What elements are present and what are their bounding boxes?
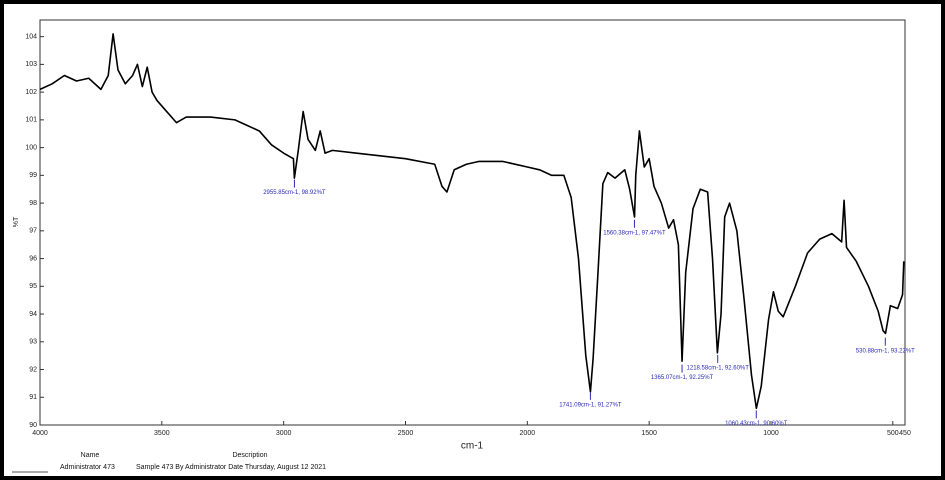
x-tick-label: 500 <box>887 430 899 437</box>
y-axis-label: %T <box>13 216 20 227</box>
x-tick-label: 3000 <box>276 430 292 437</box>
footer-name: Administrator 473 <box>60 464 115 471</box>
plot-area <box>39 19 906 426</box>
footer-description: Sample 473 By Administrator Date Thursda… <box>136 464 326 471</box>
y-tick-label: 91 <box>29 394 37 401</box>
footer-description-header: Description <box>232 452 267 459</box>
y-tick-label: 97 <box>29 228 37 235</box>
y-tick-label: 92 <box>29 366 37 373</box>
y-tick-label: 104 <box>25 33 37 40</box>
footer-name-header: Name <box>81 452 100 459</box>
x-tick-label: 4000 <box>32 430 48 437</box>
y-tick-label: 102 <box>25 89 37 96</box>
y-tick-label: 90 <box>29 422 37 429</box>
peak-label: 1741.09cm-1, 91.27%T <box>559 402 622 408</box>
x-tick-label: 2500 <box>398 430 414 437</box>
x-tick-label: 1000 <box>763 430 779 437</box>
y-tick-label: 98 <box>29 200 37 207</box>
y-tick-label: 96 <box>29 255 37 262</box>
y-tick-label: 94 <box>29 311 37 318</box>
peak-label: 2955.85cm-1, 98.92%T <box>263 190 326 196</box>
y-tick-label: 93 <box>29 339 37 346</box>
y-tick-label: 103 <box>25 61 37 68</box>
x-tick-label: 2000 <box>520 430 536 437</box>
peak-label: 1365.07cm-1, 92.25%T <box>651 375 714 381</box>
y-tick-label: 99 <box>29 172 37 179</box>
y-tick-label: 100 <box>25 144 37 151</box>
y-tick-label: 101 <box>25 117 37 124</box>
x-axis-label: cm-1 <box>461 441 484 452</box>
peak-label: 530.88cm-1, 93.22%T <box>856 348 915 354</box>
x-tick-label: 450 <box>899 430 911 437</box>
peak-label: 1560.38cm-1, 97.47%T <box>603 230 666 236</box>
spectrum-line <box>39 33 905 410</box>
x-tick-label: 1500 <box>641 430 657 437</box>
peak-label: 1218.58cm-1, 92.60%T <box>687 365 750 371</box>
x-tick-label: 3500 <box>154 430 170 437</box>
peak-label: 1060.43cm-1, 90.60%T <box>725 421 788 427</box>
y-tick-label: 95 <box>29 283 37 290</box>
